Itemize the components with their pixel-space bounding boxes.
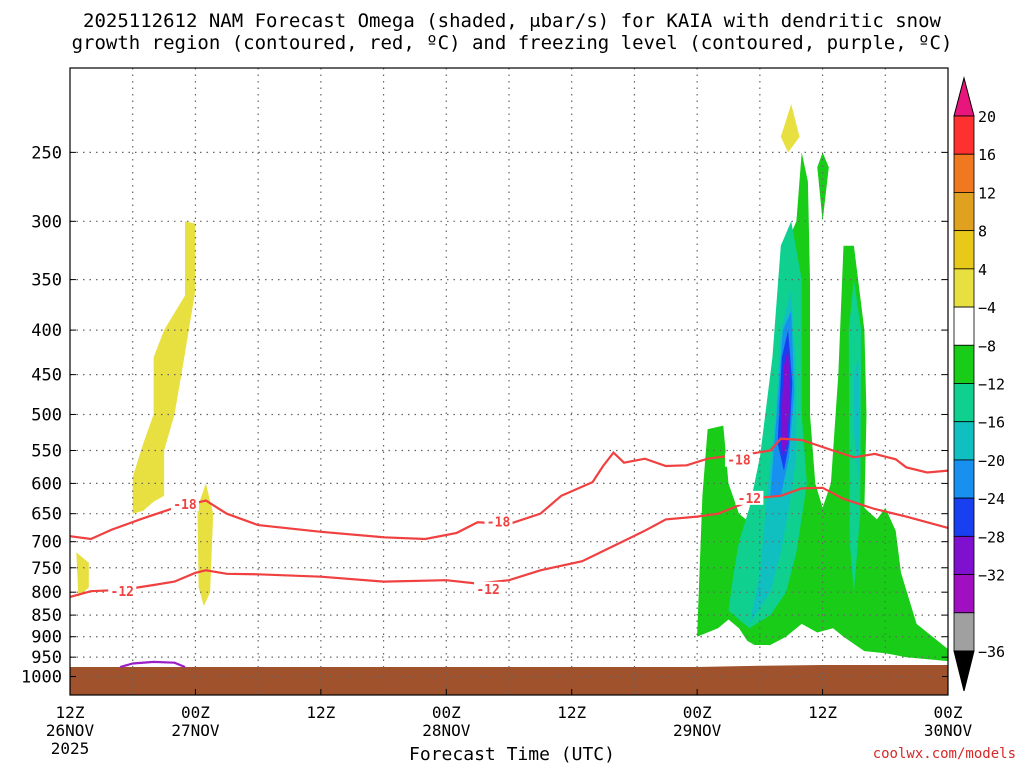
y-tick-label-3: 400 — [31, 321, 62, 341]
contour-line-2 — [119, 660, 186, 669]
colorbar-label-0: 20 — [978, 108, 996, 126]
x-tick-label-date-3: 28NOV — [422, 721, 471, 740]
colorbar-label-12: −32 — [978, 567, 1005, 585]
colorbar-band-10 — [953, 497, 975, 537]
colorbar-band-9 — [953, 459, 975, 499]
y-tick-label-6: 550 — [31, 442, 62, 462]
colorbar-band-3 — [953, 230, 975, 270]
omega-region-1 — [76, 552, 89, 597]
chart-title-line-2: growth region (contoured, red, ºC) and f… — [71, 32, 953, 54]
colorbar-label-9: −20 — [978, 452, 1005, 470]
y-tick-label-11: 800 — [31, 583, 62, 603]
y-tick-label-14: 950 — [31, 648, 62, 668]
y-tick-label-2: 350 — [31, 271, 62, 291]
contour-label: -18 — [487, 515, 511, 530]
colorbar-label-11: −28 — [978, 528, 1005, 546]
contour-label: -12 — [476, 583, 499, 598]
colorbar-label-8: −16 — [978, 414, 1005, 432]
omega-region-14 — [780, 348, 791, 458]
x-axis-title: Forecast Time (UTC) — [409, 744, 615, 765]
x-tick-label-time-6: 12Z — [808, 703, 837, 722]
colorbar-bottom-arrow — [953, 650, 975, 692]
x-tick-label-date-7: 30NOV — [924, 721, 973, 740]
colorbar-band-12 — [953, 574, 975, 614]
colorbar-top-arrow — [953, 76, 975, 117]
colorbar-label-7: −12 — [978, 376, 1005, 394]
colorbar-band-4 — [953, 268, 975, 308]
y-tick-label-0: 250 — [31, 143, 62, 163]
colorbar-band-5 — [953, 306, 975, 346]
contour-label: -12 — [111, 585, 134, 600]
colorbar-label-4: 4 — [978, 261, 987, 279]
contour-label-bg — [108, 584, 137, 599]
site-credit: coolwx.com/models — [872, 746, 1016, 762]
omega-region-0 — [132, 221, 196, 514]
contour-line-0 — [69, 437, 949, 541]
x-tick-label-time-1: 00Z — [181, 703, 210, 722]
y-tick-label-13: 900 — [31, 628, 62, 648]
x-tick-label-time-3: 00Z — [432, 703, 461, 722]
colorbar-label-1: 16 — [978, 146, 996, 164]
x-tick-label-time-7: 00Z — [934, 703, 963, 722]
contour-line-1 — [69, 486, 949, 598]
x-tick-label-time-0: 12Z — [56, 703, 85, 722]
colorbar-label-10: −24 — [978, 490, 1005, 508]
contour-label: -18 — [173, 498, 197, 513]
x-tick-label-time-5: 00Z — [683, 703, 712, 722]
x-tick-label-time-4: 12Z — [557, 703, 586, 722]
y-tick-label-15: 1000 — [21, 668, 62, 688]
plot-frame — [69, 67, 949, 696]
y-tick-label-5: 500 — [31, 405, 62, 425]
contour-label-bg — [170, 496, 199, 511]
y-tick-label-12: 850 — [31, 606, 62, 626]
x-tick-label-time-2: 12Z — [306, 703, 335, 722]
colorbar-band-11 — [953, 535, 975, 575]
contour-label: -12 — [738, 492, 761, 507]
omega-region-3 — [780, 104, 800, 153]
colorbar-band-13 — [953, 612, 975, 652]
colorbar-label-13: −36 — [978, 643, 1005, 661]
colorbar-band-6 — [953, 344, 975, 384]
x-tick-label-date-1: 27NOV — [171, 721, 220, 740]
colorbar-band-8 — [953, 421, 975, 461]
x-tick-label-year-0: 2025 — [51, 739, 90, 758]
y-tick-label-8: 650 — [31, 505, 62, 525]
colorbar-label-3: 8 — [978, 223, 987, 241]
y-tick-label-10: 750 — [31, 559, 62, 579]
colorbar-band-7 — [953, 383, 975, 423]
colorbar-band-1 — [953, 153, 975, 193]
y-tick-label-4: 450 — [31, 366, 62, 386]
colorbar-label-2: 12 — [978, 184, 996, 202]
colorbar-label-5: −4 — [978, 299, 996, 317]
y-tick-label-7: 600 — [31, 474, 62, 494]
contour-label-bg — [735, 490, 764, 505]
x-tick-label-date-5: 29NOV — [673, 721, 722, 740]
contour-label-bg — [484, 514, 513, 529]
x-tick-label-date-0: 26NOV — [46, 721, 95, 740]
contour-label-bg — [724, 452, 753, 467]
colorbar-band-2 — [953, 192, 975, 232]
contour-label: -18 — [727, 454, 751, 469]
y-tick-label-1: 300 — [31, 212, 62, 232]
omega-region-7 — [817, 152, 829, 222]
chart-title-line-1: 2025112612 NAM Forecast Omega (shaded, μ… — [83, 10, 941, 32]
colorbar-label-6: −8 — [978, 337, 996, 355]
omega-region-11 — [853, 357, 861, 484]
y-tick-label-9: 700 — [31, 533, 62, 553]
contour-label-bg — [474, 581, 503, 596]
colorbar-band-0 — [953, 115, 975, 155]
